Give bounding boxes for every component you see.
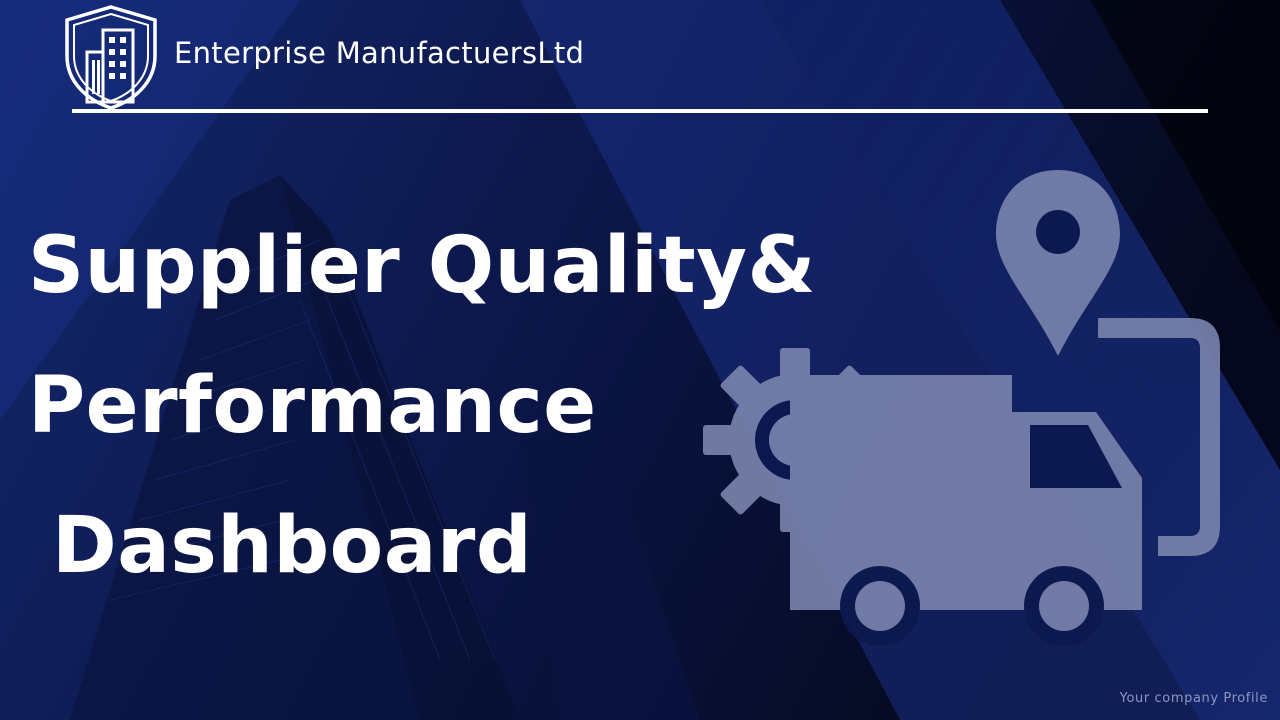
logistics-illustration	[703, 170, 1220, 646]
delivery-truck-icon	[790, 375, 1142, 646]
title-line-3: Dashboard	[52, 501, 533, 591]
shield-building-icon	[65, 5, 157, 110]
title-line-2: Performance	[28, 361, 597, 451]
page-title: Supplier Quality& Performance Dashboard	[28, 196, 816, 616]
route-line	[1098, 318, 1220, 556]
company-name: Enterprise ManufactuersLtd	[174, 36, 585, 70]
location-pin-icon	[996, 170, 1120, 356]
header-divider	[72, 109, 1208, 113]
title-line-1: Supplier Quality&	[28, 221, 816, 311]
building-silhouette	[70, 175, 700, 720]
footer-tagline: Your company Profile	[1119, 691, 1268, 706]
